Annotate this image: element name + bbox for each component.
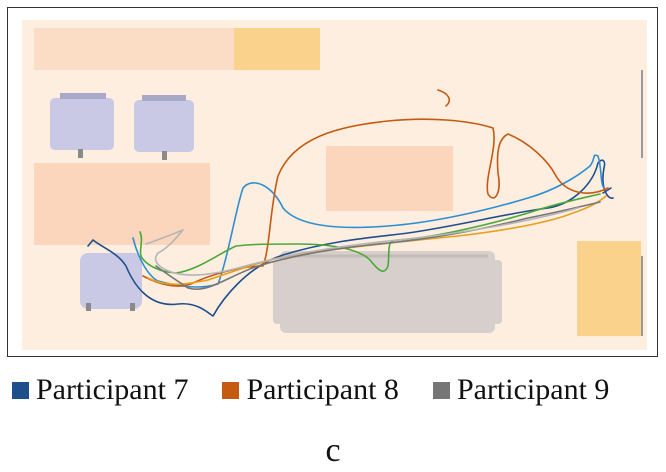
bed — [273, 251, 502, 333]
trajectory-light-gray — [145, 207, 579, 276]
legend-item-participant-8: Participant 8 — [222, 373, 399, 407]
legend: Participant 7 Participant 8 Participant … — [12, 373, 643, 407]
bottom-right-cabinet — [577, 241, 641, 336]
panel-label: c — [325, 432, 341, 469]
floor-plan-svg — [22, 20, 647, 350]
trajectory-dark-blue — [87, 159, 614, 317]
legend-label-participant-8: Participant 8 — [246, 373, 399, 406]
legend-swatch-participant-7 — [12, 381, 29, 399]
floor-plan-panel — [7, 7, 658, 357]
trajectories — [87, 89, 614, 317]
top-counter — [34, 28, 235, 70]
legend-label-participant-9: Participant 9 — [456, 373, 610, 406]
legend-item-participant-9: Participant 9 — [432, 373, 610, 407]
legend-swatch-participant-8 — [222, 381, 240, 399]
trajectory-light-blue — [132, 154, 605, 288]
chair-2 — [134, 95, 194, 160]
chair-1 — [50, 93, 114, 158]
trajectory-orange — [142, 89, 609, 287]
trajectory-gray — [155, 201, 601, 290]
top-cabinet — [234, 28, 320, 70]
center-table — [326, 146, 453, 211]
left-table — [34, 163, 210, 245]
legend-label-participant-7: Participant 7 — [36, 373, 189, 406]
legend-swatch-participant-9 — [432, 381, 450, 399]
armchair — [80, 253, 142, 311]
legend-item-participant-7: Participant 7 — [12, 373, 188, 407]
